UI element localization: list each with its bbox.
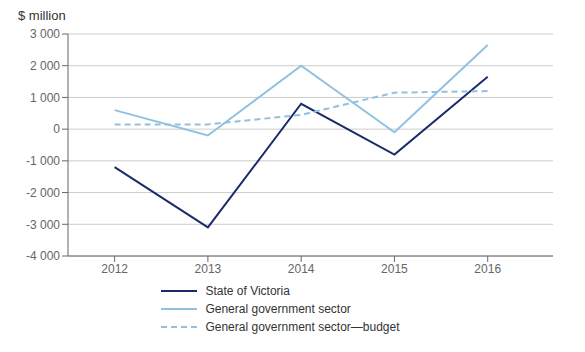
svg-text:1 000: 1 000 [30, 91, 60, 105]
svg-text:-4 000: -4 000 [26, 249, 60, 263]
svg-text:2013: 2013 [195, 262, 222, 276]
svg-text:3 000: 3 000 [30, 27, 60, 41]
html-text:State of Victoria: State of Victoria [205, 284, 290, 298]
svg-text:2014: 2014 [288, 262, 315, 276]
svg-text:2016: 2016 [474, 262, 501, 276]
svg-text:-3 000: -3 000 [26, 218, 60, 232]
svg-text:-2 000: -2 000 [26, 186, 60, 200]
svg-text:2015: 2015 [381, 262, 408, 276]
html-text:$ million: $ million [18, 8, 66, 23]
svg-text:-1 000: -1 000 [26, 154, 60, 168]
svg-text:0: 0 [53, 122, 60, 136]
svg-text:2 000: 2 000 [30, 59, 60, 73]
html-text:General government sector: General government sector [205, 302, 351, 316]
html-text:General government sector—budg: General government sector—budget [205, 320, 400, 334]
svg-text:2012: 2012 [101, 262, 128, 276]
